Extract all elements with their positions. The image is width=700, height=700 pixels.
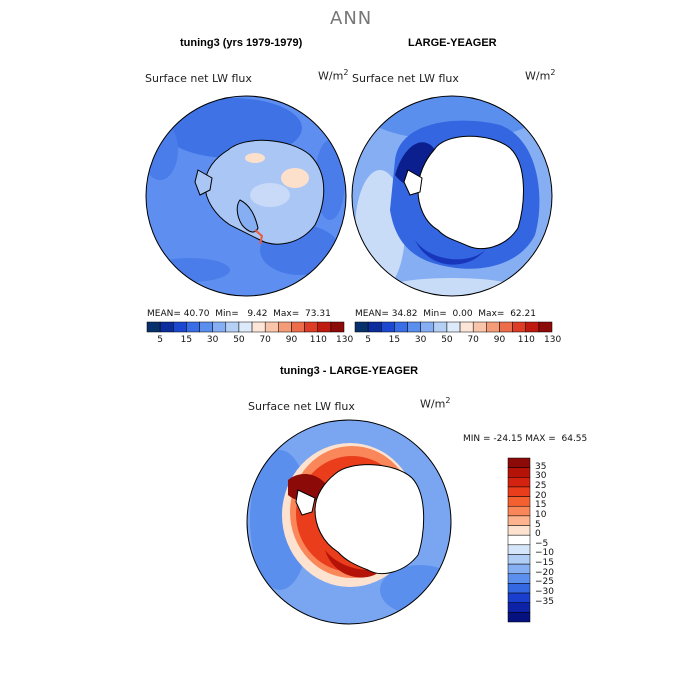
colorbar-tick-label: 90 (491, 335, 507, 345)
colorbar-swatch (508, 583, 530, 593)
colorbar-panel-3 (508, 458, 530, 622)
colorbar-swatch (508, 477, 530, 487)
colorbar-swatch (291, 322, 304, 332)
colorbar-swatch (331, 322, 344, 332)
colorbar-swatch (508, 574, 530, 584)
colorbar-tick-label: 70 (257, 335, 273, 345)
colorbar-swatch (173, 322, 186, 332)
colorbar-swatch (318, 322, 331, 332)
colorbar-swatch (508, 545, 530, 555)
colorbar-tick-label: 10 (535, 510, 546, 520)
colorbar-tick-label: 30 (535, 471, 546, 481)
colorbar-swatch (508, 516, 530, 526)
colorbar-tick-label: −20 (535, 568, 554, 578)
colorbar-swatch (508, 593, 530, 603)
colorbar-tick-label: 15 (178, 335, 194, 345)
colorbar-swatch (486, 322, 499, 332)
colorbar-swatch (239, 322, 252, 332)
colorbar-tick-label: −10 (535, 548, 554, 558)
colorbar-tick-label: −30 (535, 587, 554, 597)
colorbar-swatch (508, 603, 530, 613)
map-difference (247, 420, 460, 624)
map-large-yeager (352, 80, 552, 302)
colorbar-tick-label: 30 (413, 335, 429, 345)
colorbar-tick-label: −25 (535, 577, 554, 587)
colorbar-swatch (226, 322, 239, 332)
colorbar-swatch (278, 322, 291, 332)
colorbar-swatch (508, 612, 530, 622)
colorbar-tick-label: 25 (535, 481, 546, 491)
colorbar-swatch (408, 322, 421, 332)
colorbar-swatch (252, 322, 265, 332)
colorbar-swatch (460, 322, 473, 332)
colorbar-tick-label: 5 (152, 335, 168, 345)
colorbar-swatch (265, 322, 278, 332)
colorbar-panel-1 (147, 322, 344, 332)
colorbar-swatch (394, 322, 407, 332)
colorbar-swatch (200, 322, 213, 332)
colorbar-tick-label: 35 (535, 462, 546, 472)
colorbar-tick-label: 5 (535, 520, 541, 530)
colorbar-tick-label: −35 (535, 597, 554, 607)
colorbar-tick-label: 0 (535, 529, 541, 539)
colorbar-tick-label: 30 (205, 335, 221, 345)
colorbar-swatch (186, 322, 199, 332)
colorbar-swatch (508, 468, 530, 478)
colorbar-tick-label: 15 (386, 335, 402, 345)
colorbar-tick-label: 5 (360, 335, 376, 345)
colorbar-tick-label: −5 (535, 539, 548, 549)
colorbar-swatch (147, 322, 160, 332)
colorbar-tick-label: 90 (283, 335, 299, 345)
colorbar-swatch (213, 322, 226, 332)
colorbar-swatch (381, 322, 394, 332)
colorbar-tick-label: 50 (231, 335, 247, 345)
colorbar-swatch (508, 564, 530, 574)
colorbar-swatch (499, 322, 512, 332)
colorbar-swatch (508, 487, 530, 497)
colorbar-swatch (368, 322, 381, 332)
colorbar-tick-label: −15 (535, 558, 554, 568)
colorbar-tick-label: 15 (535, 500, 546, 510)
colorbar-tick-label: 130 (336, 335, 352, 345)
colorbar-tick-label: 50 (439, 335, 455, 345)
colorbar-swatch (447, 322, 460, 332)
colorbar-swatch (508, 554, 530, 564)
colorbar-swatch (355, 322, 368, 332)
colorbar-swatch (513, 322, 526, 332)
colorbar-swatch (305, 322, 318, 332)
colorbar-swatch (160, 322, 173, 332)
colorbar-swatch (508, 458, 530, 468)
colorbar-panel-2 (355, 322, 552, 332)
colorbar-tick-label: 20 (535, 491, 546, 501)
colorbar-swatch (508, 535, 530, 545)
colorbar-swatch (473, 322, 486, 332)
colorbar-swatch (421, 322, 434, 332)
colorbar-tick-label: 110 (310, 335, 326, 345)
colorbar-swatch (508, 506, 530, 516)
colorbar-swatch (508, 497, 530, 507)
colorbar-swatch (539, 322, 552, 332)
map-tuning3 (142, 96, 346, 296)
colorbar-tick-label: 110 (518, 335, 534, 345)
colorbar-swatch (434, 322, 447, 332)
colorbar-swatch (526, 322, 539, 332)
colorbar-swatch (508, 526, 530, 536)
colorbar-tick-label: 70 (465, 335, 481, 345)
colorbar-tick-label: 130 (544, 335, 560, 345)
